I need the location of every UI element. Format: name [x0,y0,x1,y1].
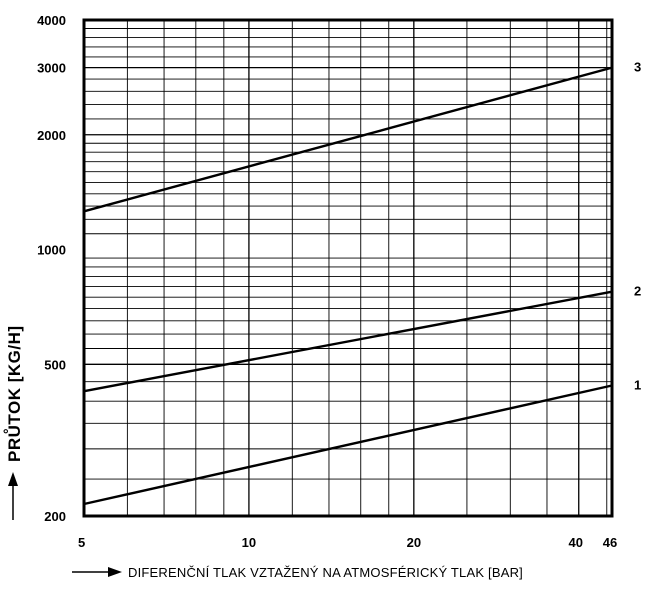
x-tick-label: 20 [407,535,421,550]
y-tick-label: 500 [44,357,66,372]
y-tick-label: 3000 [37,61,66,76]
x-tick-label: 10 [242,535,256,550]
x-axis-label: DIFERENČNÍ TLAK VZTAŽENÝ NA ATMOSFÉRICKÝ… [128,565,523,580]
grid-lines [84,20,612,516]
x-arrowhead-icon [108,567,122,577]
y-axis-label: PRŮTOK [KG/H] [4,325,24,462]
series-label-2: 2 [634,284,641,299]
series-labels: 1 2 3 [634,60,641,393]
series-line-2 [83,290,613,393]
plot-frame [82,18,614,518]
y-axis-title: PRŮTOK [KG/H] [4,325,24,520]
y-tick-label: 2000 [37,128,66,143]
x-tick-labels: 5 10 20 40 46 [78,535,617,550]
y-tick-label: 1000 [37,243,66,258]
series-line-3 [83,66,613,213]
x-tick-label: 5 [78,535,85,550]
y-arrowhead-icon [8,472,18,486]
x-axis-title: DIFERENČNÍ TLAK VZTAŽENÝ NA ATMOSFÉRICKÝ… [72,565,523,580]
series-label-1: 1 [634,377,641,392]
x-tick-label: 40 [569,535,583,550]
series-label-3: 3 [634,60,641,75]
series-line-1 [83,384,613,506]
y-tick-labels: 200 500 1000 2000 3000 4000 [37,13,66,524]
y-tick-label: 4000 [37,13,66,28]
y-tick-label: 200 [44,509,66,524]
x-tick-label: 46 [603,535,617,550]
series-lines [83,66,613,506]
